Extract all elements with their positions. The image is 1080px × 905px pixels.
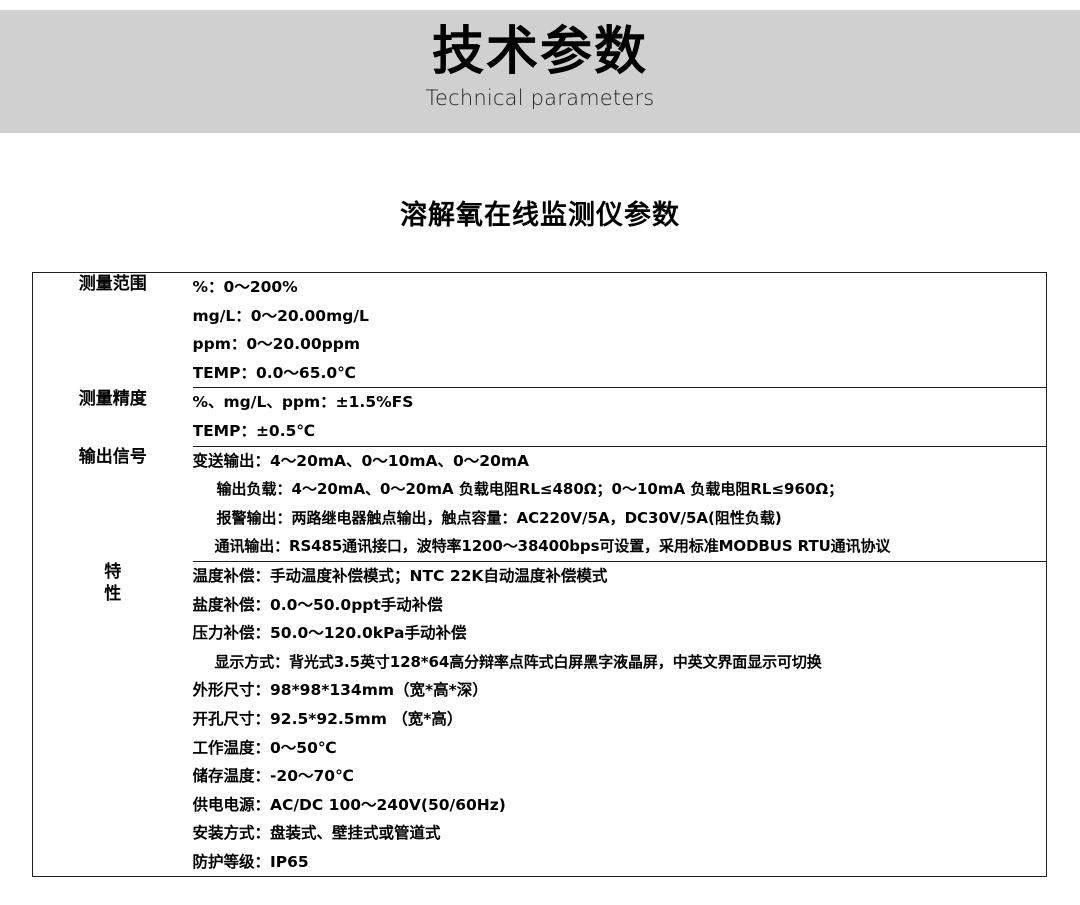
value-cell: 通讯输出：RS485通讯接口，波特率1200～38400bps可设置，采用标准M… bbox=[192, 532, 1047, 562]
category-cell-output-signal: 输出信号 bbox=[33, 446, 193, 561]
value-cell: 工作温度：0～50℃ bbox=[192, 738, 337, 757]
table-row: 输出负载：4～20mA、0～20mA 负载电阻RL≤480Ω；0～10mA 负载… bbox=[33, 475, 1047, 504]
table-row: TEMP：±0.5℃ bbox=[33, 416, 1047, 447]
category-cell-characteristics: 特 性 bbox=[33, 561, 222, 877]
value-cell: TEMP：±0.5℃ bbox=[192, 416, 1047, 447]
banner-title: 技术参数 bbox=[431, 22, 648, 82]
value-cell: 防护等级：IP65 bbox=[192, 852, 309, 871]
value-cell: 变送输出：4～20mA、0～10mA、0～20mA bbox=[192, 451, 530, 470]
value-cell: TEMP：0.0～65.0℃ bbox=[192, 358, 1047, 389]
page-title: 溶解氧在线监测仪参数 bbox=[400, 200, 680, 231]
value-cell: 输出负载：4～20mA、0～20mA 负载电阻RL≤480Ω；0～10mA 负载… bbox=[216, 480, 844, 499]
table-row: 工作温度：0～50℃ bbox=[33, 734, 1047, 763]
table-row: 防护等级：IP65 bbox=[33, 848, 1047, 877]
table-row: 供电电源：AC/DC 100～240V(50/60Hz) bbox=[33, 791, 1047, 820]
table-row: 测量范围 %：0～200% bbox=[33, 273, 1047, 302]
value-cell: 储存温度：-20～70℃ bbox=[192, 767, 354, 786]
table-row: 测量精度 %、mg/L、ppm：±1.5%FS bbox=[33, 388, 1047, 417]
table-row: 报警输出：两路继电器触点输出，触点容量：AC220V/5A，DC30V/5A(阻… bbox=[33, 504, 1047, 533]
value-cell: 报警输出：两路继电器触点输出，触点容量：AC220V/5A，DC30V/5A(阻… bbox=[216, 508, 782, 527]
table-row: 特 性 温度补偿：手动温度补偿模式；NTC 22K自动温度补偿模式 bbox=[33, 561, 1047, 604]
table-row: mg/L：0～20.00mg/L bbox=[33, 302, 1047, 331]
category-label: 测量范围 bbox=[78, 274, 147, 294]
table-row: 压力补偿：50.0～120.0kPa手动补偿 bbox=[33, 619, 1047, 648]
table-row: 外形尺寸：98*98*134mm（宽*高*深） bbox=[33, 676, 1047, 705]
table-row: TEMP：0.0～65.0℃ bbox=[33, 358, 1047, 389]
category-label: 特 性 bbox=[104, 562, 222, 605]
table-row: 通讯输出：RS485通讯接口，波特率1200～38400bps可设置，采用标准M… bbox=[33, 532, 1047, 562]
value-cell: 开孔尺寸：92.5*92.5mm （宽*高） bbox=[192, 709, 463, 728]
value-cell: 盐度补偿：0.0～50.0ppt手动补偿 bbox=[192, 595, 443, 614]
value-cell: %：0～200% bbox=[192, 278, 298, 296]
category-cell-measuring-range: 测量范围 bbox=[33, 273, 193, 388]
category-cell-measuring-accuracy: 测量精度 bbox=[33, 388, 193, 446]
table-row: 盐度补偿：0.0～50.0ppt手动补偿 bbox=[33, 591, 1047, 620]
value-cell: 压力补偿：50.0～120.0kPa手动补偿 bbox=[192, 624, 467, 643]
value-cell: ppm：0～20.00ppm bbox=[192, 335, 361, 354]
category-label: 输出信号 bbox=[78, 447, 147, 468]
value-cell: 外形尺寸：98*98*134mm（宽*高*深） bbox=[192, 681, 488, 700]
value-cell: 安装方式：盘装式、壁挂式或管道式 bbox=[192, 824, 441, 843]
value-cell: 显示方式：背光式3.5英寸128*64高分辩率点阵式白屏黑字液晶屏，中英文界面显… bbox=[214, 652, 822, 671]
specification-table: 测量范围 %：0～200% mg/L：0～20.00mg/L ppm：0～20.… bbox=[32, 272, 1047, 878]
table-row: 储存温度：-20～70℃ bbox=[33, 762, 1047, 791]
header-banner: 技术参数 Technical parameters bbox=[0, 10, 1080, 133]
table-row: 开孔尺寸：92.5*92.5mm （宽*高） bbox=[33, 705, 1047, 734]
category-label: 测量精度 bbox=[78, 388, 147, 409]
value-cell: 温度补偿：手动温度补偿模式；NTC 22K自动温度补偿模式 bbox=[192, 566, 608, 585]
value-cell: %、mg/L、ppm：±1.5%FS bbox=[192, 393, 414, 412]
table-row: 输出信号 变送输出：4～20mA、0～10mA、0～20mA bbox=[33, 446, 1047, 475]
banner-subtitle: Technical parameters bbox=[425, 86, 655, 110]
value-cell: mg/L：0～20.00mg/L bbox=[192, 306, 369, 325]
table-row: ppm：0～20.00ppm bbox=[33, 330, 1047, 359]
table-row: 安装方式：盘装式、壁挂式或管道式 bbox=[33, 819, 1047, 848]
value-cell: 供电电源：AC/DC 100～240V(50/60Hz) bbox=[192, 795, 506, 814]
table-row: 显示方式：背光式3.5英寸128*64高分辩率点阵式白屏黑字液晶屏，中英文界面显… bbox=[33, 648, 1047, 677]
